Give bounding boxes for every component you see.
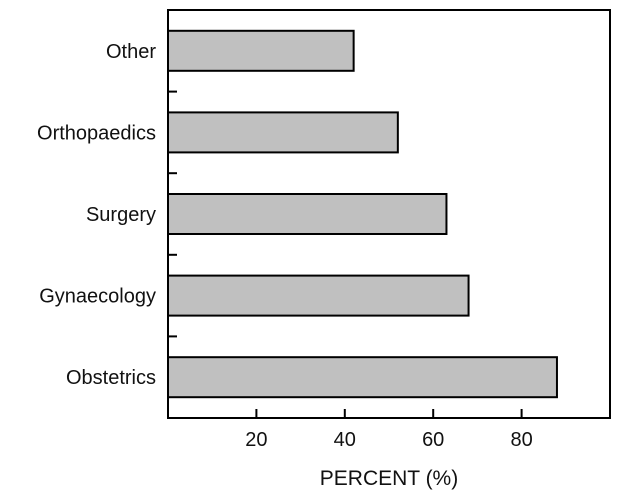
bar-gynaecology: [167, 274, 470, 317]
x-tick-label: 80: [510, 429, 532, 451]
x-tick-label: 40: [334, 429, 356, 451]
x-axis-title: PERCENT (%): [320, 467, 458, 490]
category-label-orthopaedics: Orthopaedics: [37, 122, 156, 144]
category-label-other: Other: [106, 41, 156, 63]
category-labels: Other Orthopaedics Surgery Gynaecology Obste…: [37, 41, 156, 389]
category-label-gynaecology: Gynaecology: [39, 286, 156, 308]
category-ticks: [168, 90, 177, 338]
x-axis-ticks: 20 40 60 80: [245, 409, 533, 451]
x-tick-label: 60: [422, 429, 444, 451]
category-label-surgery: Surgery: [86, 204, 156, 226]
x-tick-label: 20: [245, 429, 267, 451]
bars-group: [167, 29, 558, 399]
bar-obstetrics: [167, 356, 558, 399]
bar-surgery: [167, 193, 448, 235]
bar-other: [167, 29, 355, 72]
bar-orthopaedics: [167, 111, 399, 154]
category-label-obstetrics: Obstetrics: [66, 367, 156, 389]
